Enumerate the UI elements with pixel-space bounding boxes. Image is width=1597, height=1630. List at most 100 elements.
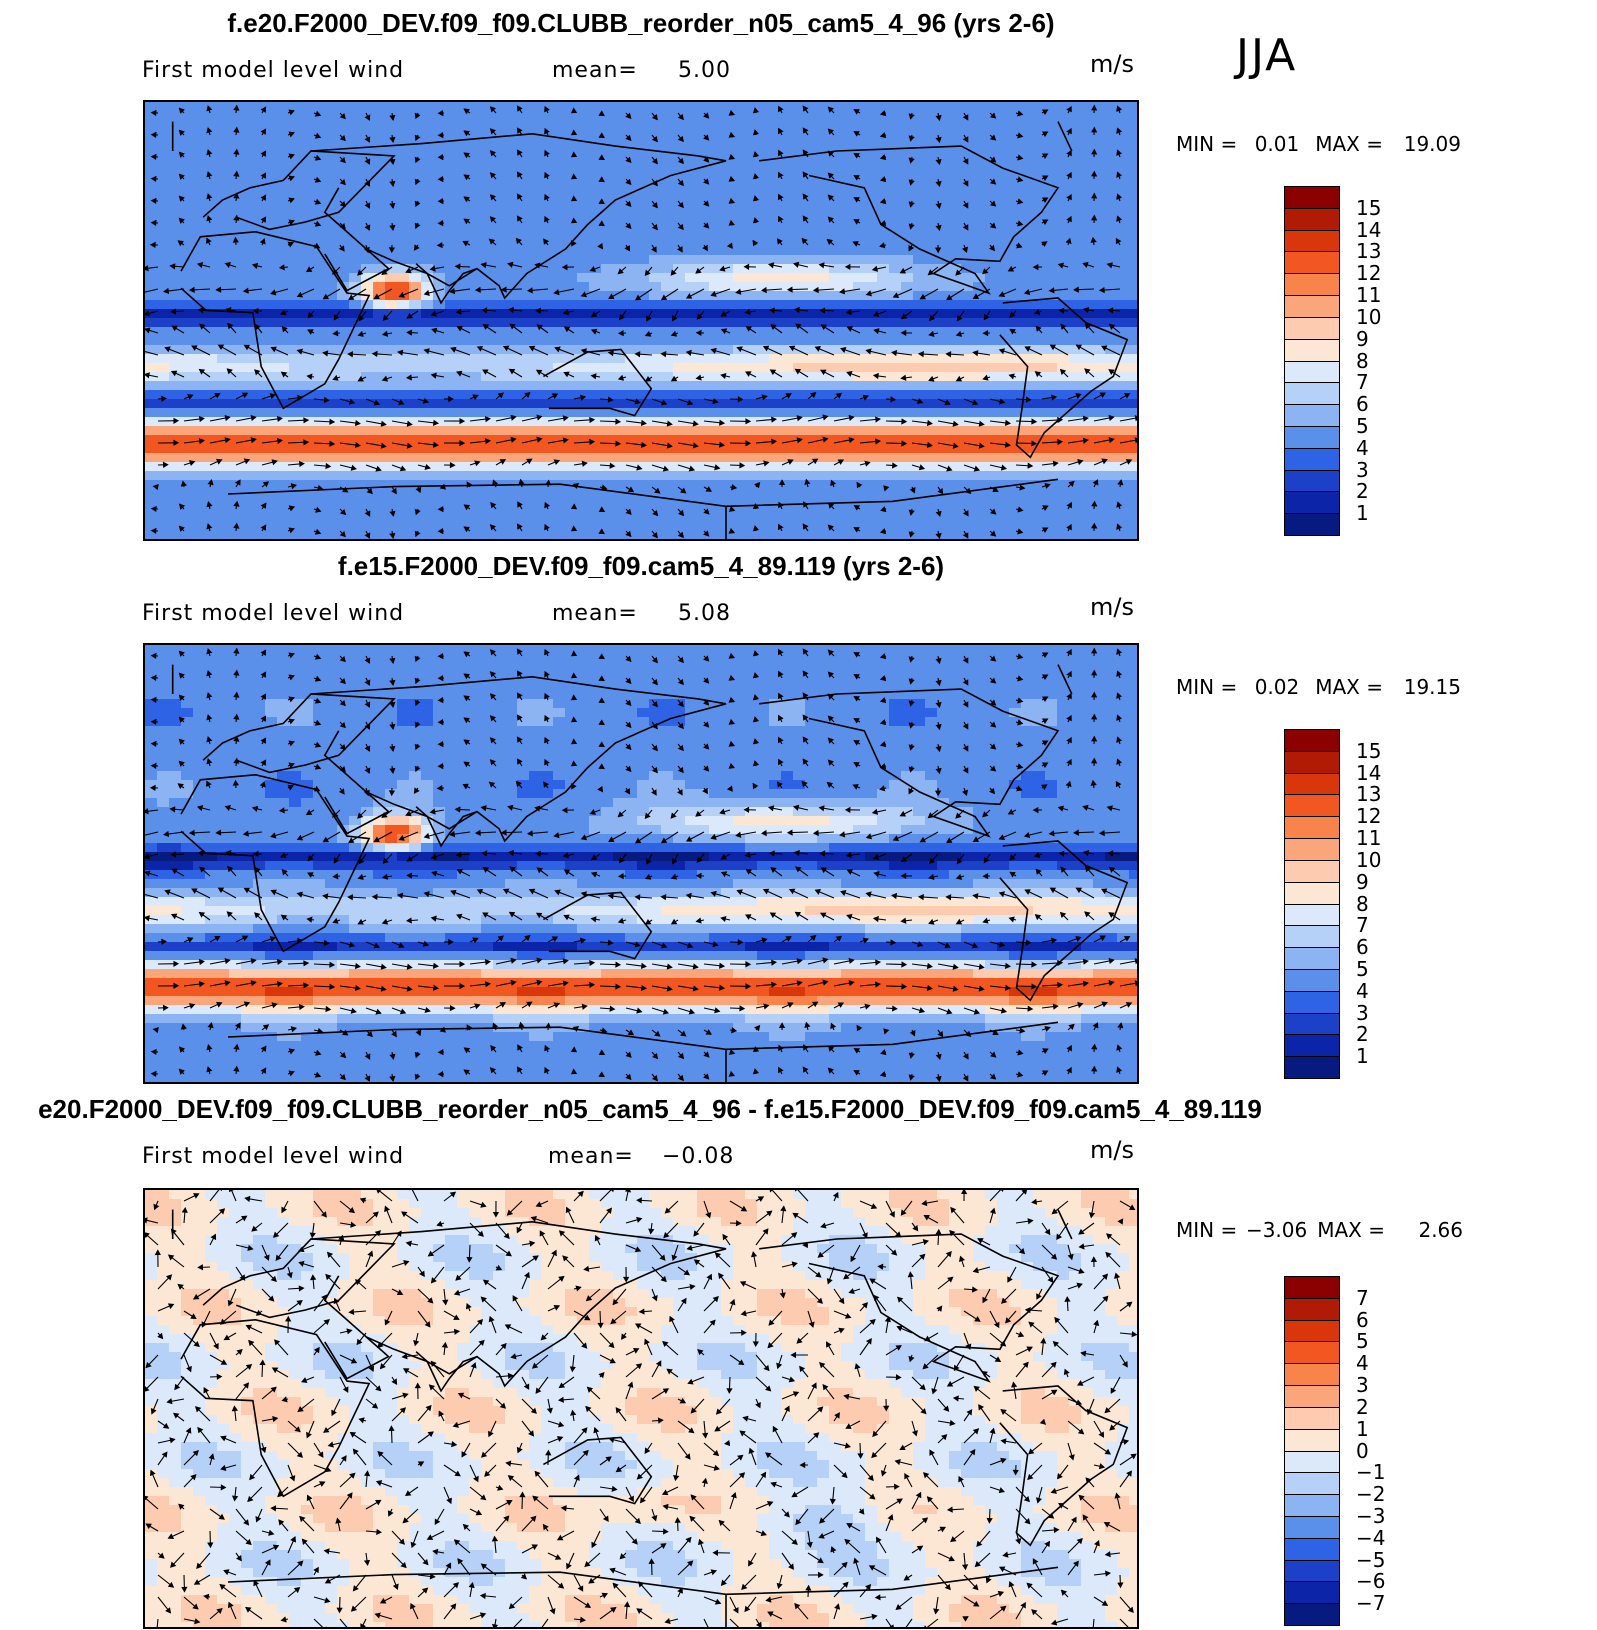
wind-arrow-head (770, 867, 777, 873)
wind-arrow-head (802, 215, 809, 222)
colorbar-swatch (1284, 947, 1340, 970)
wind-arrow-head (981, 1371, 988, 1377)
wind-arrow-head (801, 780, 808, 788)
wind-arrow-head (563, 914, 570, 921)
wind-arrow-head (298, 460, 305, 468)
wind-arrow-head (489, 671, 496, 678)
wind-arrow-head (866, 1338, 872, 1345)
wind-arrow-head (697, 1349, 704, 1356)
wind-arrow-head (778, 479, 786, 485)
wind-arrow-head (551, 936, 559, 942)
wind-arrow-head (597, 1322, 604, 1329)
wind-arrow-head (945, 351, 952, 358)
wind-arrow-head (776, 1582, 783, 1590)
wind-arrow-head (339, 200, 346, 208)
wind-arrow-head (1021, 1190, 1028, 1195)
wind-arrow-head (993, 1321, 1000, 1329)
wind-arrow-head (389, 1053, 396, 1060)
wind-arrow-head (1084, 911, 1091, 918)
wind-arrow-head (997, 1590, 1005, 1597)
wind-arrow-head (962, 180, 969, 187)
wind-arrow-head (601, 1592, 609, 1599)
wind-arrow-head (570, 672, 578, 679)
wind-arrow-head (802, 127, 809, 134)
wind-arrow-head (250, 980, 257, 987)
wind-arrow-head (703, 743, 710, 750)
wind-arrow-head (1002, 1551, 1009, 1558)
wind-arrow-head (530, 1515, 537, 1522)
wind-arrow-head (234, 1022, 241, 1029)
wind-arrow-head (872, 915, 879, 923)
wind-arrow-head (544, 1044, 551, 1052)
wind-arrow-head (660, 942, 668, 949)
wind-arrow-head (731, 1027, 738, 1034)
coastline-india (415, 1351, 478, 1393)
wind-arrow-head (736, 346, 743, 353)
coastline-australia (543, 1436, 653, 1505)
wind-arrow-head (233, 522, 240, 529)
wind-arrow-head (741, 1583, 748, 1591)
wind-arrow-head (560, 1505, 567, 1512)
wind-arrow-head (908, 700, 915, 707)
wind-arrow-head (703, 655, 710, 662)
wind-arrow-head (449, 1004, 456, 1012)
wind-arrow-head (677, 700, 684, 708)
wind-arrow-head (1047, 1512, 1055, 1519)
wind-arrow-head (908, 1074, 915, 1081)
wind-arrow-head (692, 985, 699, 992)
wind-arrow-head (598, 154, 605, 161)
colorbar-tick-label: 13 (1356, 239, 1382, 264)
wind-arrow-head (396, 1289, 404, 1295)
wind-arrow-head (1078, 1494, 1085, 1501)
wind-arrow-head (876, 1536, 882, 1544)
wind-arrow-head (879, 719, 887, 726)
wind-arrow-head (1056, 1233, 1063, 1241)
wind-arrow-head (677, 1587, 683, 1594)
colorbar (1284, 186, 1340, 536)
wind-arrow-head (174, 1383, 181, 1391)
wind-arrow-head (288, 131, 295, 138)
wind-arrow-head (986, 1517, 993, 1524)
colorbar-tick-label: 8 (1356, 891, 1369, 916)
wind-arrow-head (703, 156, 710, 163)
wind-arrow-head (619, 1553, 626, 1560)
wind-arrow-head (784, 1405, 790, 1412)
wind-arrow-head (712, 398, 719, 405)
wind-arrow-head (1117, 479, 1124, 486)
wind-arrow-head (1116, 670, 1123, 677)
wind-arrow-head (532, 1495, 539, 1502)
wind-arrow-head (688, 1427, 695, 1434)
wind-arrow-head (1130, 1453, 1137, 1460)
wind-arrow-head (646, 315, 652, 322)
wind-arrow-head (615, 418, 622, 425)
wind-arrow-head (313, 785, 321, 792)
wind-arrow-head (815, 1271, 822, 1278)
wind-arrow-head (982, 917, 989, 924)
wind-arrow-head (890, 939, 897, 946)
wind-arrow-head (895, 1345, 902, 1351)
wind-arrow-head (448, 938, 454, 946)
wind-arrow-head (1044, 1540, 1051, 1548)
wind-arrow-head (962, 767, 969, 774)
wind-arrow-head (890, 396, 897, 403)
wind-arrow-head (455, 1274, 462, 1281)
wind-arrow-head (896, 1498, 903, 1505)
wind-arrow-head (962, 723, 969, 730)
wind-arrow-head (280, 1616, 287, 1623)
wind-arrow-head (752, 151, 760, 158)
wind-arrow-head (1009, 871, 1016, 878)
wind-arrow-head (516, 215, 523, 222)
wind-arrow-head (827, 524, 834, 531)
wind-arrow-head (834, 1412, 840, 1419)
wind-arrow-head (617, 917, 625, 924)
wind-arrow-head (500, 1342, 507, 1350)
wind-arrow-head (350, 1357, 358, 1364)
colorbar-swatch (1284, 1559, 1340, 1583)
wind-map (143, 643, 1139, 1084)
wind-arrow-head (802, 670, 809, 677)
wind-arrow-head (145, 1523, 152, 1530)
wind-arrow-head (220, 1464, 227, 1471)
wind-arrow-head (619, 313, 625, 321)
colorbar-tick-label: 2 (1356, 1022, 1369, 1047)
wind-arrow-head (180, 1023, 187, 1030)
